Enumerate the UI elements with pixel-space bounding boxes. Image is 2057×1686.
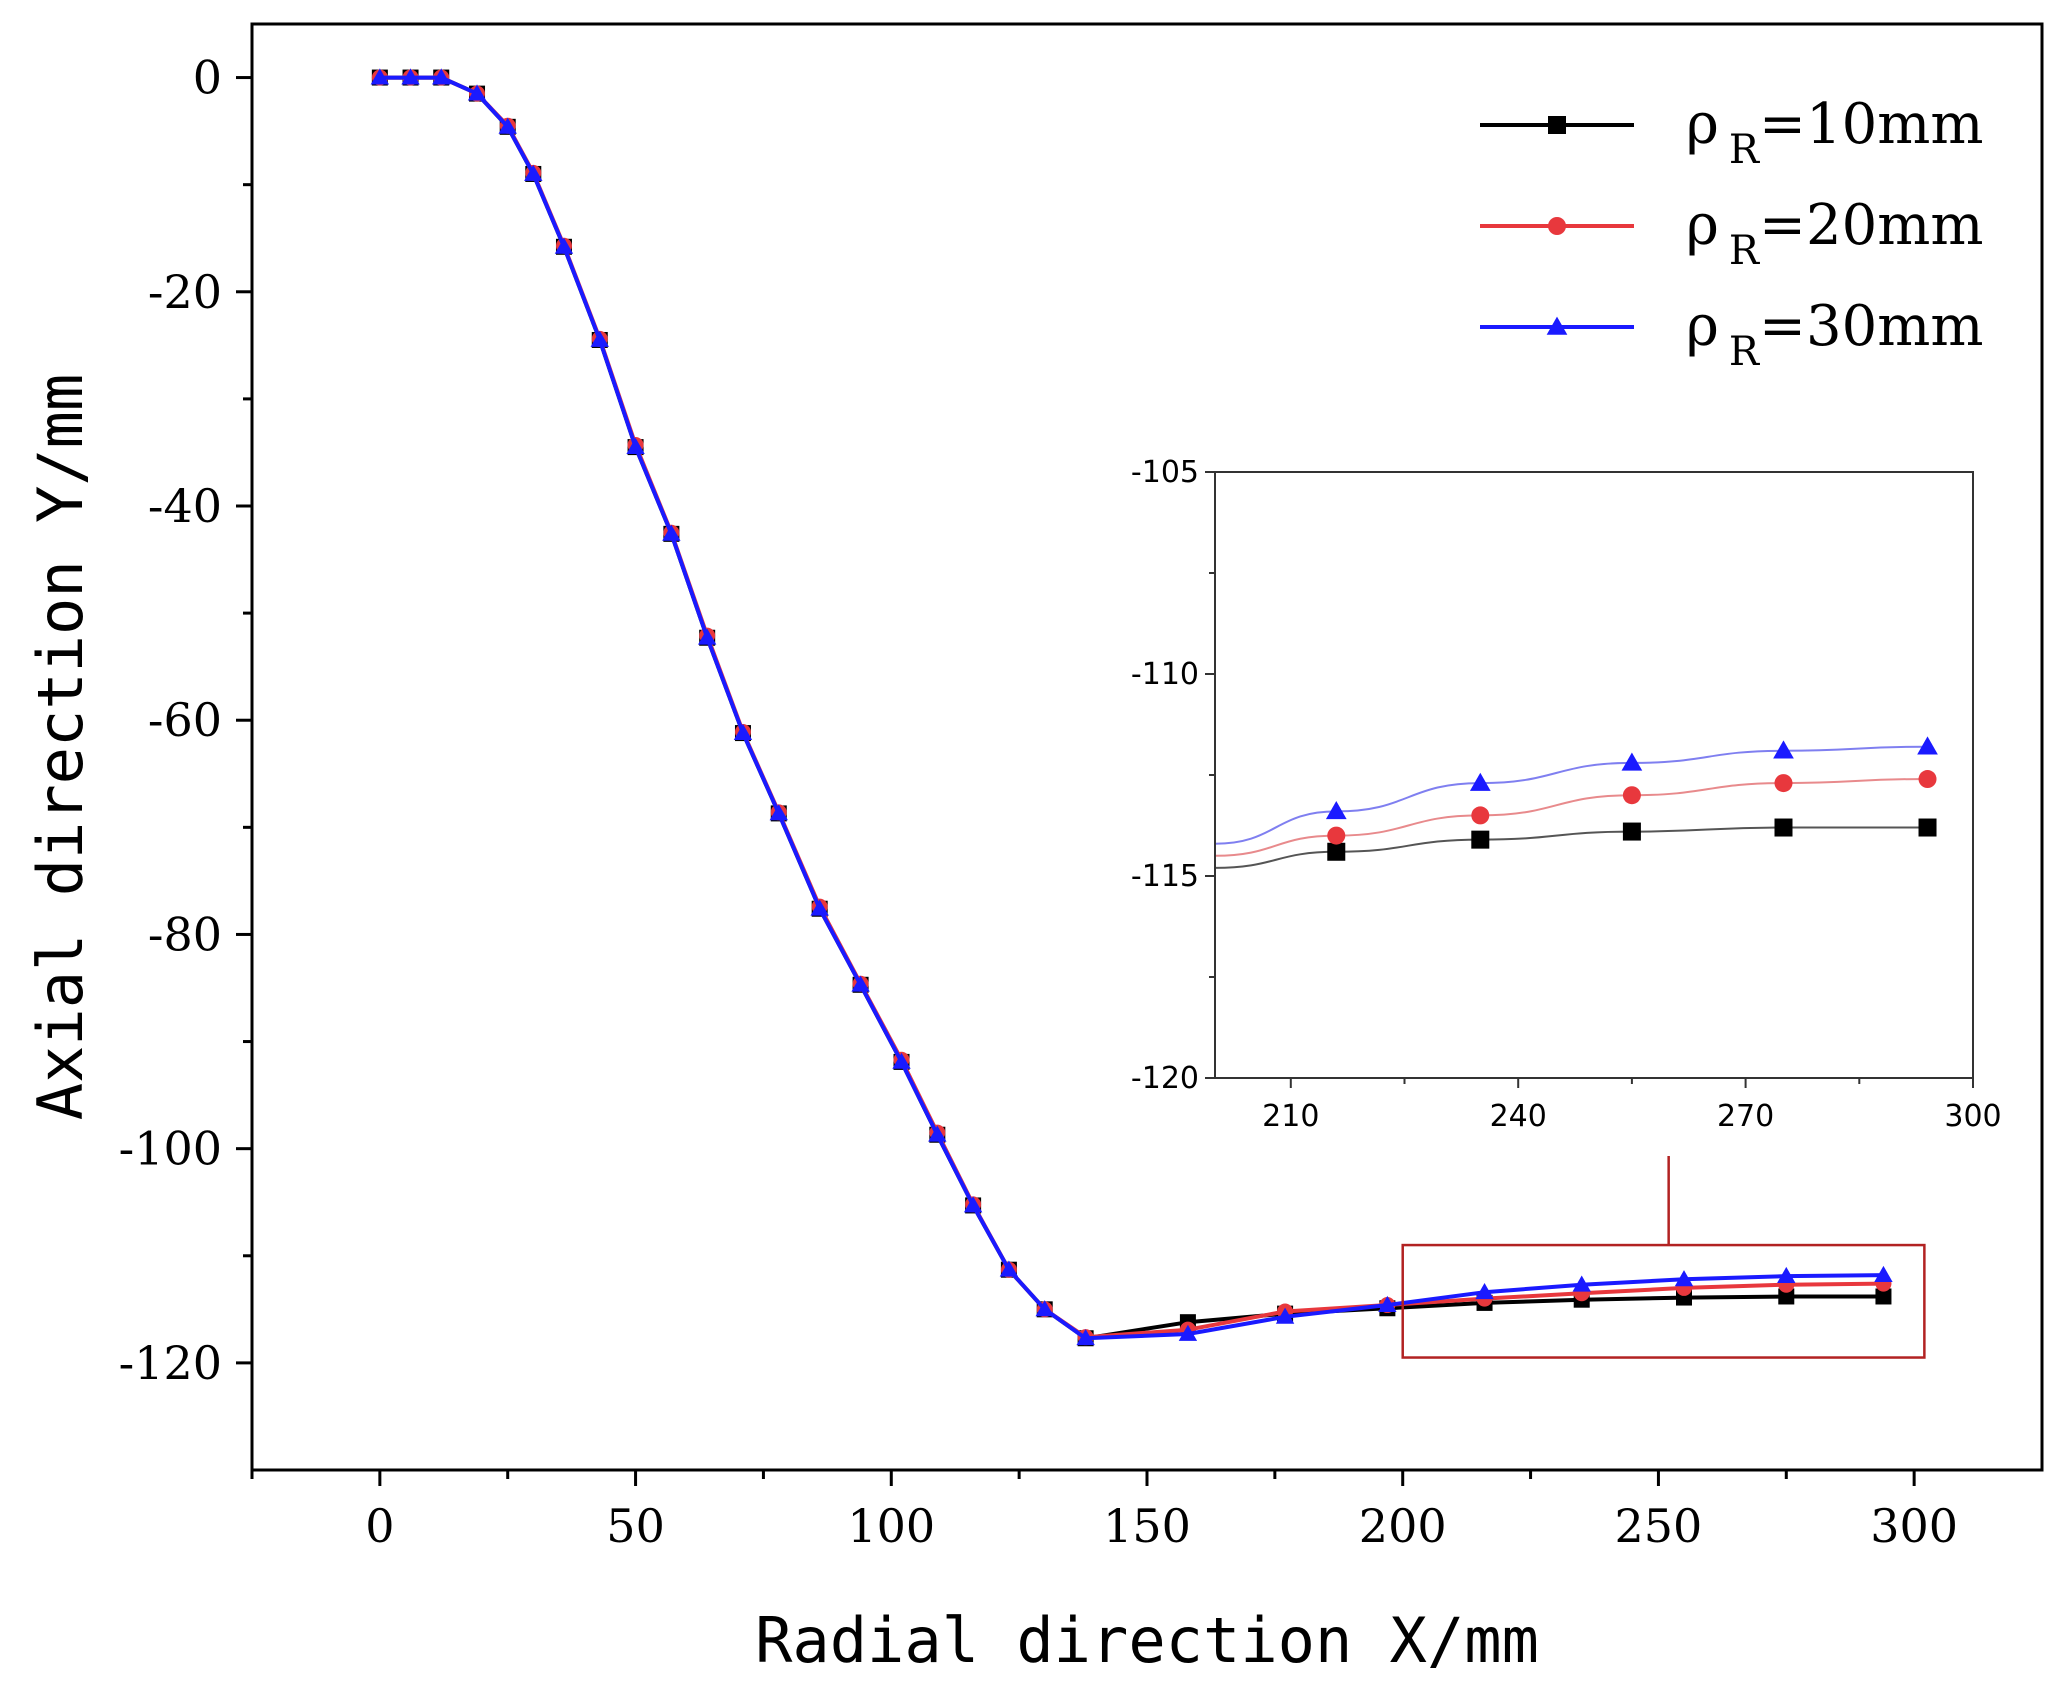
x-axis-title: Radial direction X/mm — [755, 1604, 1539, 1677]
series-3-point — [432, 68, 451, 85]
main-ticks: 0 50 100 150 200 250 300 0 -20 -40 -60 -80 -100 -120 — [119, 51, 1958, 1553]
inset-series-line-1 — [1214, 826, 1928, 869]
series-3-point — [1674, 1270, 1694, 1287]
inset-series-2-point — [1471, 806, 1490, 825]
inset-x-tick-label: 270 — [1717, 1099, 1774, 1134]
inset-series-1-point — [1471, 830, 1490, 849]
inset-y-tick-label: -110 — [1131, 657, 1199, 692]
inset-x-tick-label: 240 — [1490, 1099, 1547, 1134]
inset-y-tick-label: -105 — [1131, 455, 1199, 490]
inset-frame — [1214, 471, 1974, 1079]
legend-marker-3 — [1546, 316, 1568, 335]
inset-series-3-point — [1917, 736, 1938, 755]
series-3-point — [554, 237, 574, 254]
inset-series-3-point — [1621, 752, 1643, 771]
series-3-point — [892, 1052, 911, 1069]
legend-label-1: ρ R=10mm — [1686, 92, 1983, 173]
series-3-point — [1378, 1295, 1397, 1312]
inset-series-2-point — [1622, 786, 1641, 805]
series-3-point — [1874, 1265, 1893, 1282]
series-3-point — [1076, 1329, 1095, 1346]
series-3-point — [590, 330, 609, 347]
series-3-point — [1178, 1324, 1198, 1341]
inset-series-2-point — [1327, 826, 1346, 845]
series-3-point — [733, 723, 753, 740]
inset-series-3-point — [1773, 740, 1794, 759]
series-3-point — [810, 899, 829, 916]
x-tick-label: 0 — [365, 1499, 394, 1553]
series-3-point — [662, 524, 681, 541]
series-3-point — [999, 1260, 1019, 1277]
legend-label-3: ρ R=30mm — [1686, 294, 1983, 375]
series-3-point — [1275, 1307, 1295, 1324]
inset-series-3-point — [1469, 772, 1491, 791]
x-tick-label: 200 — [1359, 1499, 1447, 1553]
series-1-point — [1778, 1288, 1795, 1305]
inset-series-line-3 — [1214, 745, 1928, 845]
inset-series-1-point — [1327, 842, 1346, 861]
legend-label-2: ρ R=20mm — [1686, 193, 1983, 274]
series-3-point — [498, 117, 517, 134]
inset-x-tick-label: 300 — [1944, 1099, 2001, 1134]
series-3-point — [1777, 1266, 1796, 1284]
inset-background — [1215, 472, 1973, 1078]
legend-marker-1 — [1548, 116, 1566, 134]
series-3-point — [467, 84, 487, 101]
inset-series-layer — [1214, 736, 1938, 869]
y-tick-label: -100 — [119, 1122, 222, 1176]
inset-x-tick-label: 210 — [1262, 1099, 1319, 1134]
series-3-point — [697, 628, 717, 645]
main-series-layer — [370, 68, 1893, 1347]
y-tick-label: 0 — [193, 51, 222, 105]
series-3-point — [524, 164, 543, 181]
series-3-point — [401, 68, 420, 85]
series-3-point — [963, 1196, 983, 1213]
series-3-point — [928, 1125, 947, 1142]
inset-series-2-point — [1774, 774, 1793, 793]
inset-y-tick-label: -115 — [1131, 859, 1199, 894]
inset-ticks: 210 240 270 300 -105 -110 -115 -120 — [1131, 455, 2002, 1134]
x-tick-label: 100 — [847, 1499, 935, 1553]
series-3-point — [851, 975, 870, 992]
inset-series-1-point — [1918, 818, 1937, 837]
y-tick-label: -60 — [148, 693, 222, 747]
y-axis-title: Axial direction Y/mm — [24, 374, 97, 1121]
x-tick-label: 150 — [1103, 1499, 1191, 1553]
inset-y-tick-label: -120 — [1131, 1061, 1199, 1096]
series-3-point — [370, 68, 390, 85]
x-tick-label: 50 — [606, 1499, 665, 1553]
x-tick-label: 300 — [1870, 1499, 1958, 1553]
legend-marker-2 — [1548, 217, 1566, 235]
x-tick-label: 250 — [1615, 1499, 1703, 1553]
series-3-point — [1475, 1282, 1494, 1300]
inset-plot: 210 240 270 300 -105 -110 -115 -120 — [1131, 455, 2002, 1134]
y-tick-label: -20 — [148, 265, 222, 319]
series-1-point — [1875, 1288, 1892, 1305]
zoom-region-box — [1401, 1243, 1926, 1359]
series-3-point — [1572, 1275, 1591, 1292]
main-plot: 0 50 100 150 200 250 3000-20-40-60-80-100-120 … — [24, 22, 2044, 1677]
inset-series-1-point — [1774, 818, 1793, 837]
legend: ρ R=10mm ρ R=20mm ρ R=30mm — [1480, 92, 1983, 375]
series-3-point — [769, 804, 788, 821]
inset-series-2-point — [1918, 770, 1937, 789]
inset-series-3-point — [1325, 801, 1347, 820]
y-tick-label: -120 — [119, 1336, 222, 1390]
series-3-point — [626, 437, 645, 454]
y-tick-label: -80 — [148, 907, 222, 961]
y-tick-label: -40 — [148, 479, 222, 533]
inset-series-1-point — [1622, 822, 1641, 841]
series-3-point — [1035, 1300, 1054, 1317]
